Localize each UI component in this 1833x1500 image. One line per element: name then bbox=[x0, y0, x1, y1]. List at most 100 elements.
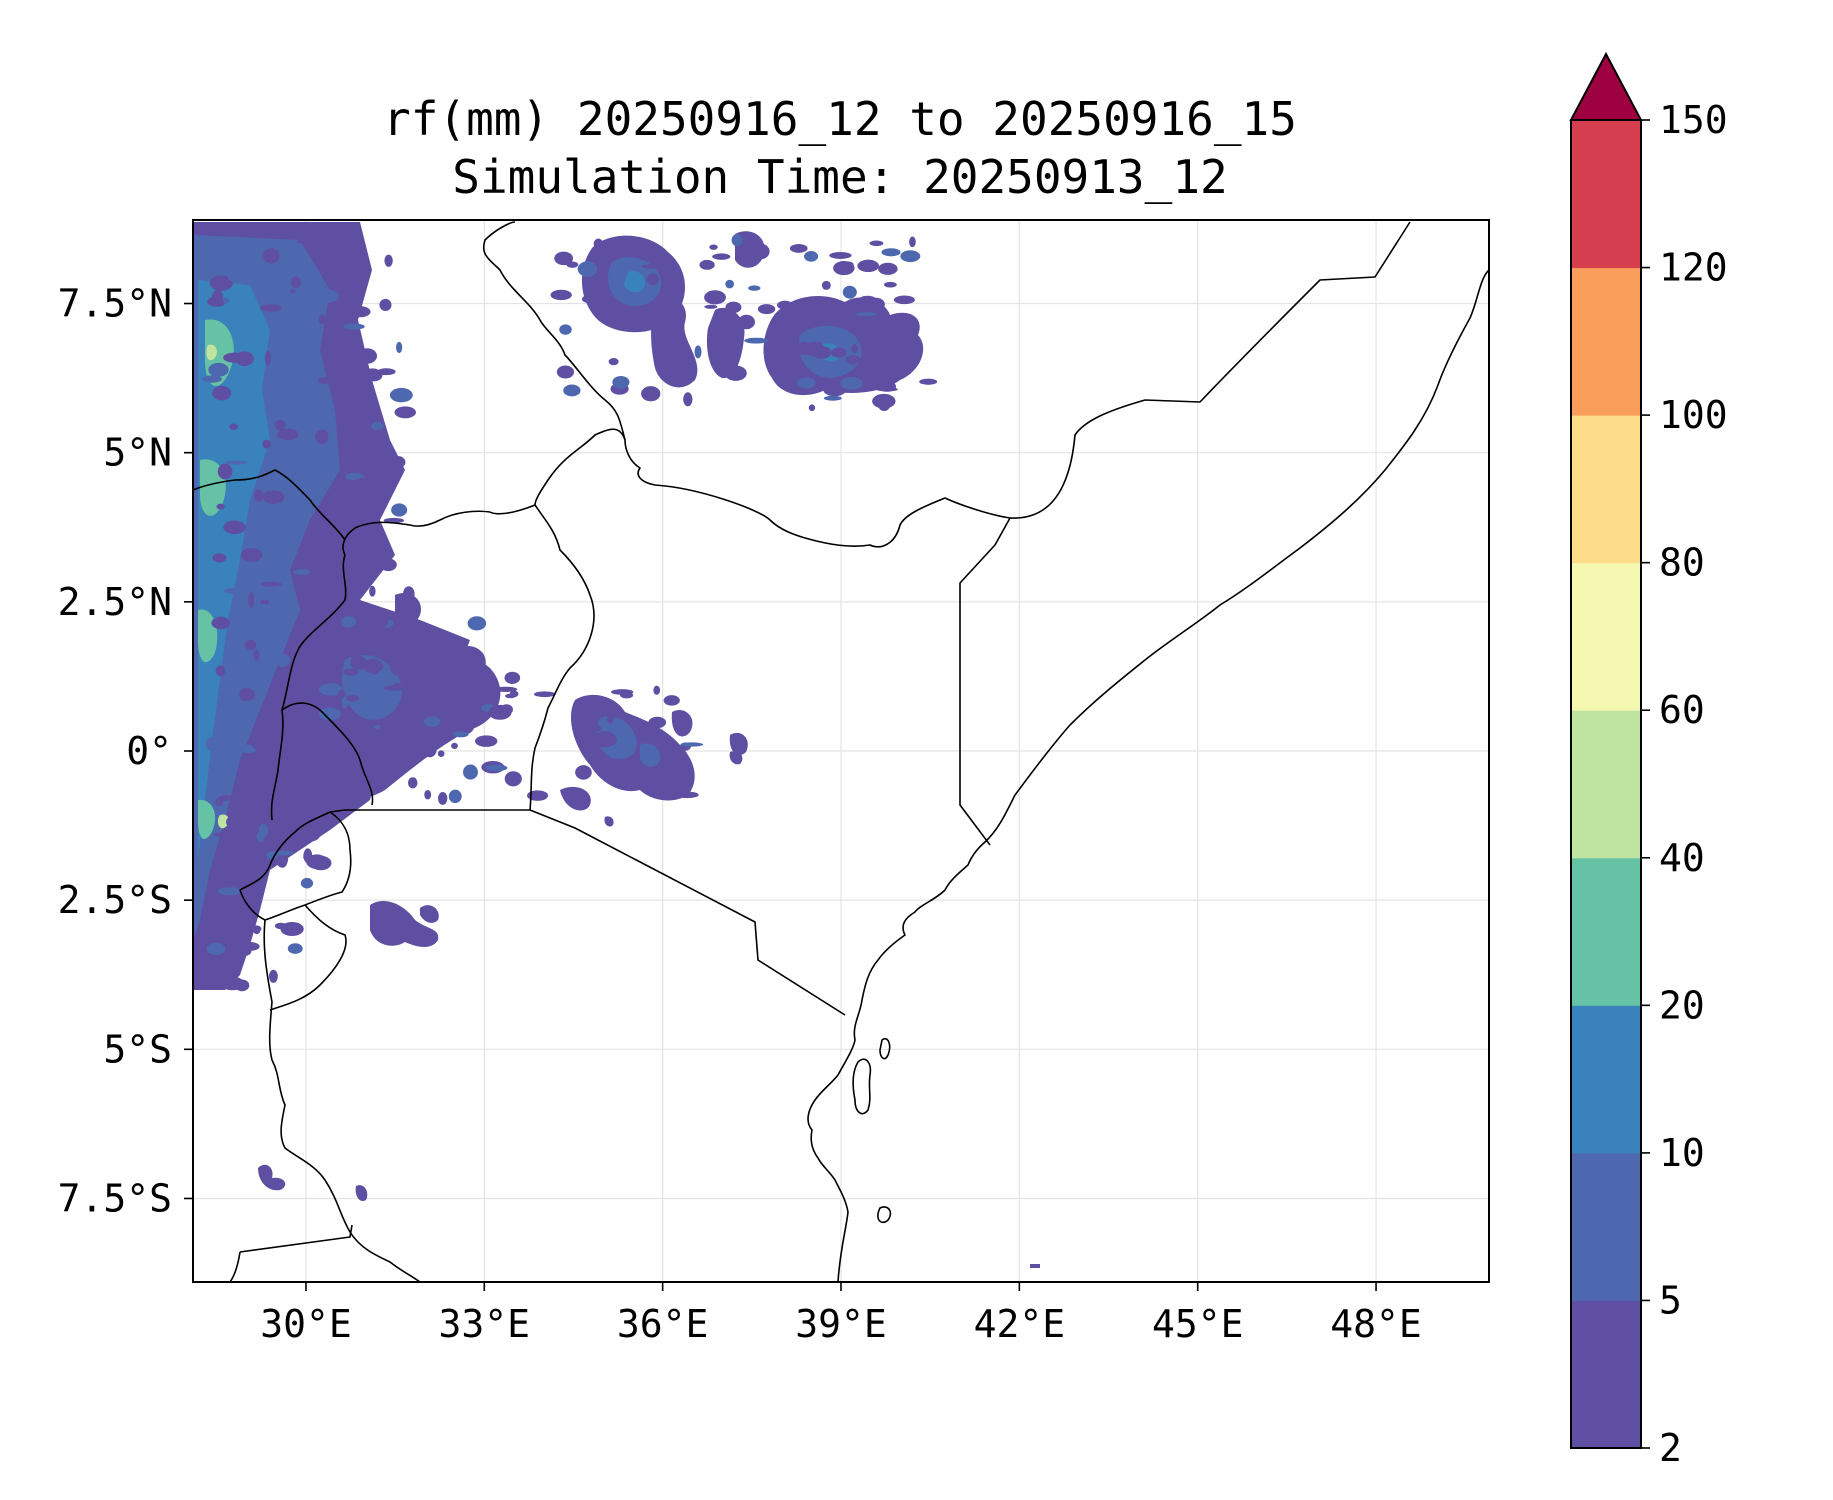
rain-speckle bbox=[323, 776, 342, 785]
rain-speckle bbox=[323, 345, 346, 357]
rain-speckle bbox=[320, 289, 339, 303]
rain-speckle bbox=[475, 735, 498, 747]
rain-speckle bbox=[659, 302, 680, 308]
rain-speckle bbox=[274, 419, 286, 431]
rain-speckle bbox=[823, 384, 846, 397]
rain-speckle bbox=[614, 770, 634, 775]
rain-speckle bbox=[663, 695, 680, 706]
island-mafia bbox=[877, 1206, 892, 1224]
colorbar-segment bbox=[1571, 857, 1641, 1006]
colorbar-tick-label: 40 bbox=[1659, 836, 1705, 880]
rain-speckle bbox=[717, 329, 739, 334]
rain-speckle bbox=[206, 942, 226, 956]
rain-speckle bbox=[343, 538, 366, 554]
rain-speckle bbox=[394, 406, 417, 419]
rain-speckle bbox=[262, 439, 272, 449]
border-uganda-tanzania bbox=[329, 809, 530, 813]
island-pemba bbox=[879, 1037, 891, 1060]
rain-speckle bbox=[209, 275, 233, 291]
rain-speckle bbox=[390, 660, 412, 677]
rain-speckle bbox=[395, 708, 404, 722]
rain-speckle bbox=[238, 941, 260, 952]
rain-speckle bbox=[485, 764, 508, 772]
rain-speckle bbox=[664, 359, 682, 364]
rain-speckle bbox=[343, 323, 365, 330]
rain-speckle bbox=[748, 285, 761, 291]
rain-patch-south bbox=[258, 751, 1040, 1268]
lake-victoria-shore bbox=[281, 702, 374, 806]
rain-speckle bbox=[362, 776, 378, 791]
x-axis: 30°E 33°E 36°E 39°E 42°E 45°E 48°E bbox=[260, 1282, 1422, 1346]
rain-speckle bbox=[877, 340, 894, 354]
rain-speckle bbox=[327, 312, 351, 320]
rain-speckle bbox=[641, 386, 661, 402]
border-drc-south-sudan bbox=[193, 469, 346, 541]
colorbar-segment bbox=[1571, 415, 1641, 564]
rain-speckle bbox=[263, 760, 275, 770]
rain-speckle bbox=[371, 748, 383, 759]
rain-speckle bbox=[591, 725, 602, 732]
rain-speckle bbox=[318, 314, 326, 325]
rain-speckle bbox=[653, 685, 661, 695]
rain-speckle bbox=[453, 718, 475, 735]
rain-speckle bbox=[575, 765, 592, 780]
rain-speckle bbox=[335, 529, 350, 536]
rain-speckle bbox=[213, 832, 234, 837]
rain-speckle bbox=[919, 378, 938, 385]
rain-speckle bbox=[608, 358, 619, 366]
rain-speckle bbox=[224, 587, 243, 594]
rain-speckle bbox=[833, 261, 855, 276]
rain-speckle bbox=[712, 253, 731, 260]
rain-speckle bbox=[244, 639, 257, 651]
colorbar-tick-label: 2 bbox=[1659, 1426, 1682, 1470]
rain-speckle bbox=[256, 830, 266, 843]
rain-speckle bbox=[424, 789, 432, 800]
rain-speckle bbox=[273, 850, 294, 856]
rain-speckle bbox=[463, 764, 478, 780]
rain-speckle bbox=[704, 290, 726, 305]
y-tick-label: 2.5°N bbox=[58, 580, 172, 624]
rain-speckle bbox=[909, 236, 916, 248]
rain-speckle bbox=[804, 251, 819, 262]
rain-speckle bbox=[559, 324, 572, 335]
rain-speckle bbox=[731, 234, 743, 247]
rain-speckle bbox=[641, 264, 665, 269]
rain-speckle bbox=[202, 375, 222, 383]
border-kenya-tanzania bbox=[529, 809, 846, 1016]
rain-speckle bbox=[453, 731, 469, 738]
rain-speckle bbox=[336, 753, 350, 762]
colorbar-tick-label: 5 bbox=[1659, 1278, 1682, 1322]
rain-speckle bbox=[315, 429, 329, 445]
rain-patch-west bbox=[193, 222, 470, 990]
rain-speckle bbox=[215, 960, 238, 974]
rain-speckle bbox=[302, 552, 316, 563]
rain-speckle bbox=[840, 376, 863, 390]
rain-speckle bbox=[437, 690, 459, 697]
rain-speckle bbox=[240, 548, 263, 562]
colorbar-segment bbox=[1571, 1005, 1641, 1154]
rain-speckle bbox=[593, 238, 603, 249]
rain-speckle bbox=[817, 332, 824, 340]
border-uganda-south-sudan bbox=[342, 510, 491, 556]
rain-speckle bbox=[215, 797, 224, 807]
rain-speckle bbox=[448, 789, 462, 804]
rain-speckle bbox=[556, 365, 575, 379]
rain-speckle bbox=[324, 560, 339, 567]
x-tick-label: 39°E bbox=[795, 1302, 887, 1346]
rain-speckle bbox=[343, 417, 362, 426]
rain-speckle bbox=[392, 682, 409, 690]
rain-speckle bbox=[346, 729, 365, 742]
rain-speckle bbox=[829, 251, 852, 259]
x-tick-label: 30°E bbox=[260, 1302, 352, 1346]
colorbar-frame bbox=[1570, 119, 1642, 1449]
rain-speckle bbox=[554, 251, 574, 266]
rain-speckle bbox=[430, 677, 449, 688]
border-tanzania-drc-zambia bbox=[263, 919, 421, 1282]
rain-speckle bbox=[709, 244, 718, 250]
rain-speckle bbox=[869, 240, 884, 247]
rain-speckle bbox=[289, 289, 296, 294]
rain-speckle bbox=[527, 790, 549, 801]
rain-speckle bbox=[857, 259, 880, 273]
rain-speckle bbox=[315, 759, 326, 772]
